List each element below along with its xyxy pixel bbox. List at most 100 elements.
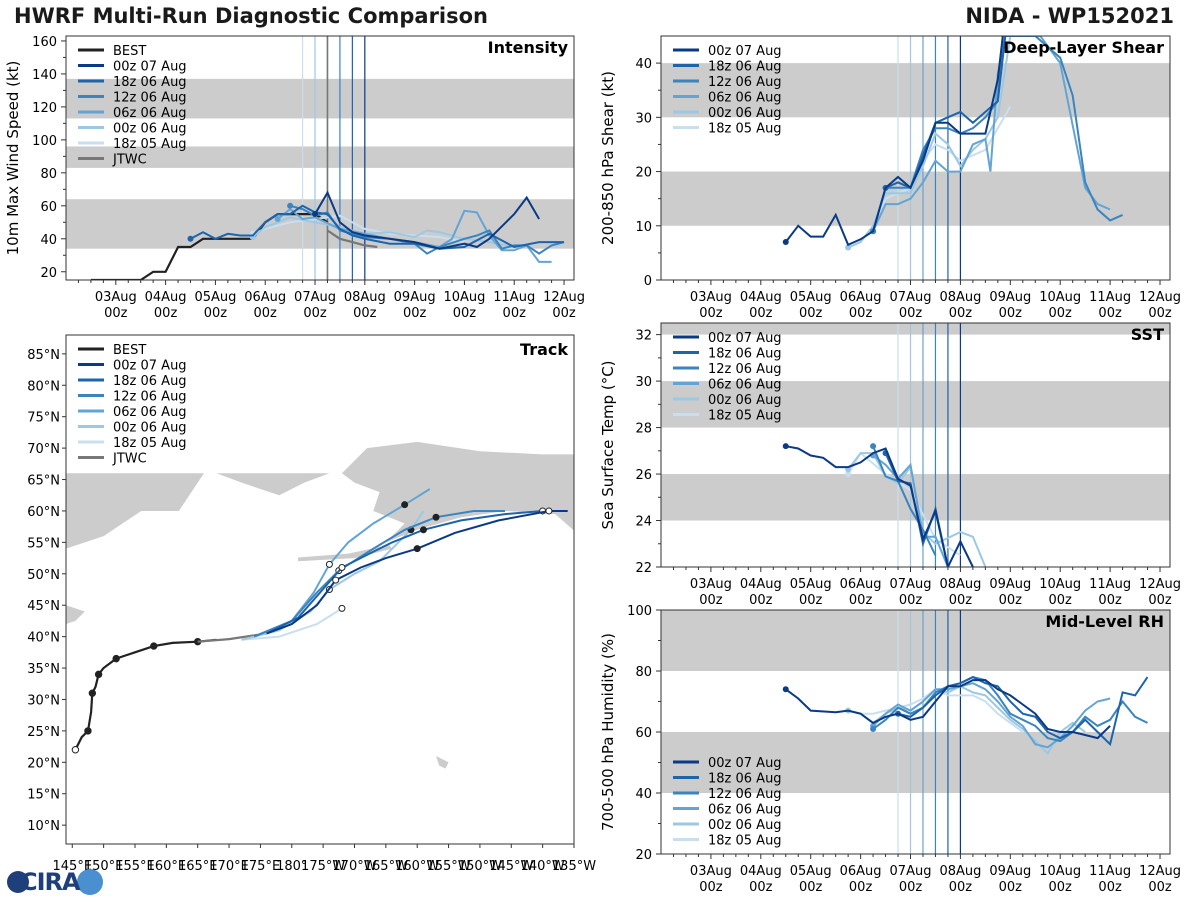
x-tick-label: 11Aug [493,290,535,305]
y-tick-label: 40 [635,57,652,72]
x-tick-sublabel: 00z [799,593,823,608]
x-tick-label: 08Aug [344,290,386,305]
shear-frame [660,35,1171,281]
series-line [885,36,1007,190]
shaded-band [66,78,574,119]
x-tick-sublabel: 00z [552,306,576,321]
lat-tick-label: 75°N [27,411,60,426]
shaded-band [66,146,574,168]
y-tick-label: 20 [635,166,652,181]
x-tick-label: 03Aug [690,290,732,305]
legend-label: 18z 06 Aug [113,75,187,90]
lat-tick-label: 10°N [27,819,60,834]
cira-logo: CIRA [4,866,108,898]
x-tick-label: 11Aug [1089,290,1131,305]
lon-tick-label: 180° [276,859,307,874]
x-tick-sublabel: 00z [403,306,427,321]
legend-label: 06z 06 Aug [113,405,187,420]
x-tick-sublabel: 00z [699,306,723,321]
x-tick-label: 10Aug [443,290,485,305]
x-tick-sublabel: 00z [899,306,923,321]
track-frame [65,334,575,845]
panel-title: Track [520,340,568,359]
y-tick-label: 40 [635,787,652,802]
x-tick-label: 07Aug [294,290,336,305]
lat-tick-label: 50°N [27,568,60,583]
x-tick-sublabel: 00z [899,593,923,608]
lon-tick-label: 160°W [395,859,439,874]
x-tick-sublabel: 00z [154,306,178,321]
shear-plot-area [661,36,1170,280]
series-point [845,471,852,478]
jtwc-track-line [197,632,267,643]
y-tick-label: 20 [40,266,57,281]
y-tick-label: 26 [635,468,652,483]
legend-label: 12z 06 Aug [708,362,782,377]
x-tick-sublabel: 00z [749,593,773,608]
series-line [785,36,1004,247]
x-tick-label: 08Aug [939,577,981,592]
x-tick-label: 10Aug [1039,577,1081,592]
x-tick-sublabel: 00z [104,306,128,321]
lon-tick-label: 140°W [521,859,565,874]
lon-tick-label: 135°W [552,859,596,874]
lon-tick-label: 175°E [241,859,281,874]
y-tick-label: 100 [627,604,652,619]
lon-tick-label: 165°W [364,859,408,874]
y-tick-label: 24 [635,515,652,530]
track-panel: 10°N 15°N 20°N 25°N 30°N 35°N 40°N 45°N 50°N 55°N… [27,334,596,874]
x-tick-sublabel: 00z [999,880,1023,895]
x-tick-sublabel: 00z [849,880,873,895]
best-track-line [74,638,217,751]
lon-tick-label: 170°W [332,859,376,874]
x-tick-sublabel: 00z [949,880,973,895]
legend-label: 18z 05 Aug [708,122,782,137]
lat-tick-label: 20°N [27,756,60,771]
x-tick-sublabel: 00z [1049,306,1073,321]
y-axis-label: 200-850 hPa Shear (kt) [599,71,617,245]
series-line [785,679,1111,740]
storm-name-title: NIDA - WP152021 [965,4,1174,28]
x-tick-label: 12Aug [1139,290,1181,305]
panel-title: Intensity [488,38,569,57]
lon-tick-label: 170°E [209,859,249,874]
x-tick-sublabel: 00z [799,306,823,321]
intensity-plot-area [66,36,574,280]
y-tick-label: 30 [635,111,652,126]
x-tick-sublabel: 00z [1098,880,1122,895]
x-tick-label: 06Aug [840,577,882,592]
x-tick-sublabel: 00z [899,880,923,895]
x-tick-sublabel: 00z [949,306,973,321]
x-tick-sublabel: 00z [1148,306,1172,321]
panel-title: Mid-Level RH [1045,612,1164,631]
intensity-frame [65,35,575,281]
land-siberia [66,473,330,549]
sst-frame [660,322,1171,568]
panel-title: Deep-Layer Shear [1003,38,1164,57]
legend-label: 18z 06 Aug [113,374,187,389]
series-line [277,207,552,263]
x-tick-label: 05Aug [790,290,832,305]
x-tick-label: 09Aug [989,290,1031,305]
series-line [314,190,540,250]
series-track-point [401,501,409,509]
lat-tick-label: 15°N [27,788,60,803]
lat-tick-label: 70°N [27,442,60,457]
series-line [252,214,465,244]
y-tick-label: 60 [635,726,652,741]
series-track-point [338,564,346,572]
x-tick-label: 07Aug [890,577,932,592]
lat-tick-label: 65°N [27,474,60,489]
figure-title: HWRF Multi-Run Diagnostic Comparison [14,4,489,28]
land-aleutians [298,544,393,562]
series-track-line [241,510,425,641]
series-point [845,244,852,251]
y-tick-label: 120 [32,101,57,116]
x-tick-label: 06Aug [840,290,882,305]
x-tick-label: 05Aug [790,577,832,592]
x-tick-sublabel: 00z [1049,593,1073,608]
legend-label: 00z 06 Aug [708,393,782,408]
best-track-point [112,654,120,663]
x-tick-label: 05Aug [790,864,832,879]
